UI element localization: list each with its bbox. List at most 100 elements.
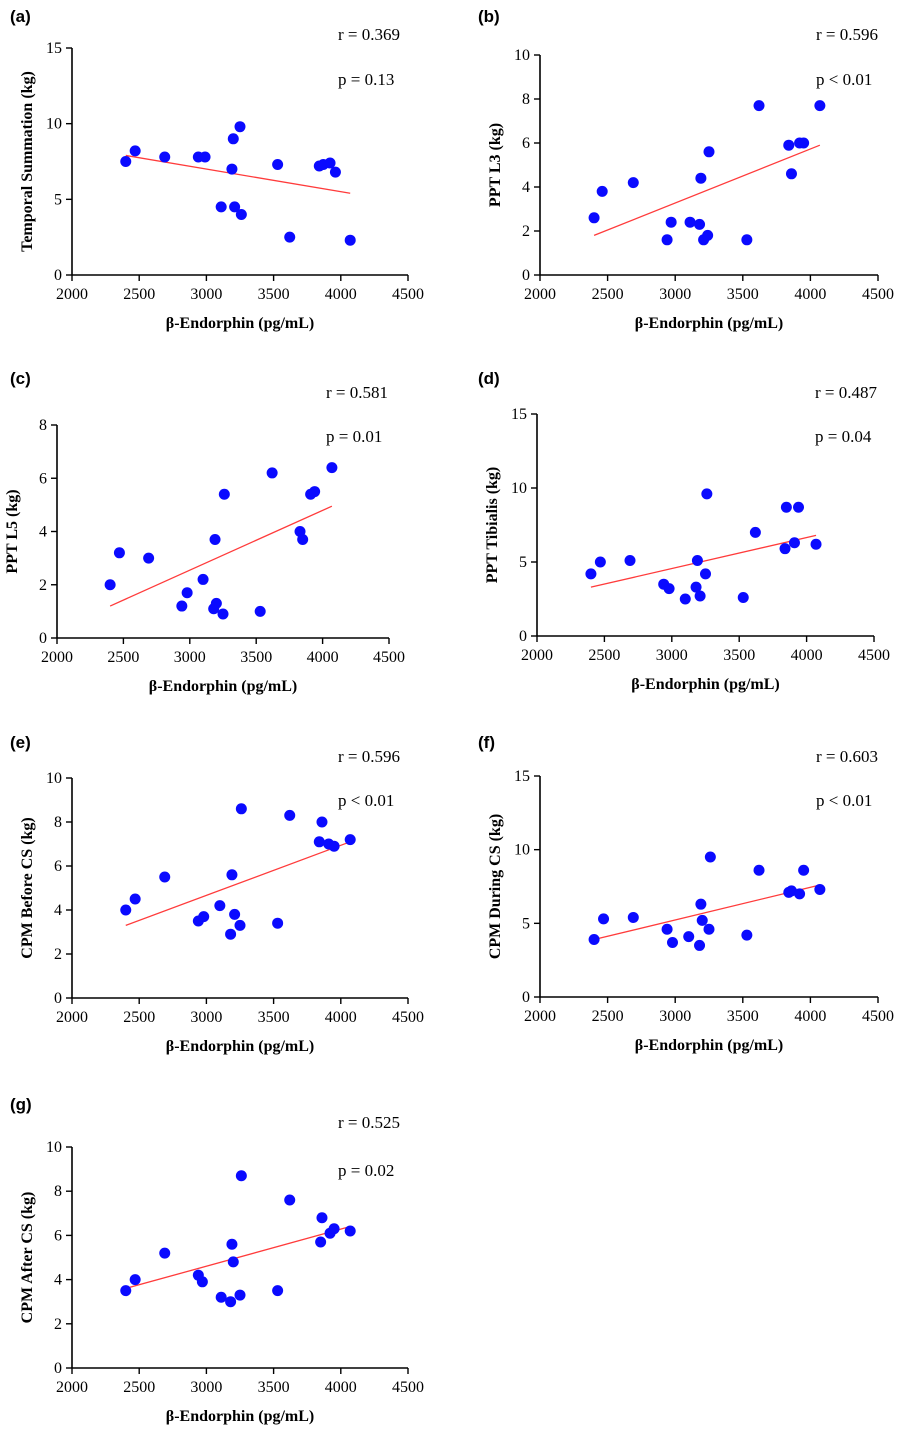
data-point bbox=[661, 234, 673, 246]
panel-b: (b) 2000 2500 3000 3500 4000 4500 0 2 4 6 8 10 β-Endo… bbox=[478, 7, 894, 332]
data-point bbox=[704, 851, 716, 863]
data-point bbox=[690, 581, 702, 593]
x-tick-label: 2000 bbox=[56, 1379, 88, 1396]
x-tick-label: 4500 bbox=[392, 286, 424, 303]
data-point bbox=[234, 919, 246, 931]
data-point bbox=[104, 579, 116, 591]
data-point bbox=[227, 1256, 239, 1268]
p-value-text: p < 0.01 bbox=[338, 791, 394, 810]
regression-line bbox=[125, 1225, 351, 1290]
data-point bbox=[753, 100, 765, 112]
data-point bbox=[326, 462, 338, 474]
y-tick-label: 0 bbox=[522, 267, 530, 284]
data-point bbox=[666, 936, 678, 948]
data-point bbox=[226, 163, 238, 175]
x-tick-label: 2500 bbox=[107, 649, 139, 666]
x-tick-label: 2500 bbox=[592, 1008, 624, 1025]
x-tick-label: 3000 bbox=[659, 1008, 691, 1025]
r-value-text: r = 0.596 bbox=[338, 747, 400, 766]
p-value-text: p < 0.01 bbox=[816, 791, 872, 810]
data-point bbox=[210, 597, 222, 609]
data-point bbox=[695, 898, 707, 910]
y-tick-label: 0 bbox=[39, 630, 47, 647]
data-point bbox=[780, 501, 792, 513]
data-point bbox=[700, 568, 711, 580]
data-point bbox=[594, 556, 606, 568]
y-axis-title: CPM During CS (kg) bbox=[487, 814, 504, 959]
x-tick-label: 3500 bbox=[727, 1008, 759, 1025]
y-tick-label: 15 bbox=[46, 40, 62, 57]
panel-label: (f) bbox=[478, 733, 495, 752]
y-axis-title: PPT L3 (kg) bbox=[487, 123, 504, 207]
p-value-text: p < 0.01 bbox=[816, 70, 872, 89]
y-tick-label: 4 bbox=[54, 1272, 62, 1289]
data-point bbox=[588, 934, 600, 946]
data-point bbox=[129, 145, 141, 157]
data-point bbox=[234, 121, 246, 133]
data-point bbox=[598, 913, 610, 925]
regression-line bbox=[590, 534, 817, 588]
data-point bbox=[129, 1274, 141, 1286]
data-point bbox=[701, 488, 713, 500]
data-point bbox=[198, 911, 210, 923]
data-point bbox=[691, 555, 703, 567]
data-point bbox=[741, 929, 753, 941]
data-point bbox=[315, 1236, 327, 1248]
data-point bbox=[624, 555, 636, 567]
x-tick-label: 2500 bbox=[588, 647, 620, 664]
x-tick-label: 4500 bbox=[858, 647, 890, 664]
data-point bbox=[696, 914, 708, 926]
data-point bbox=[328, 840, 340, 852]
p-value-text: p = 0.01 bbox=[326, 427, 382, 446]
y-tick-label: 0 bbox=[54, 1360, 62, 1377]
data-point bbox=[779, 543, 791, 555]
panel-label: (b) bbox=[478, 7, 500, 26]
y-axis-title: CPM Before CS (kg) bbox=[19, 817, 36, 958]
data-point bbox=[297, 533, 309, 545]
x-tick-label: 3000 bbox=[190, 286, 222, 303]
y-axis-title: CPM After CS (kg) bbox=[19, 1192, 36, 1324]
x-tick-label: 2000 bbox=[56, 286, 88, 303]
data-point bbox=[226, 869, 238, 881]
x-axis-title: β-Endorphin (pg/mL) bbox=[166, 1038, 314, 1055]
data-point bbox=[794, 888, 806, 900]
data-point bbox=[159, 1247, 171, 1259]
data-point bbox=[627, 911, 639, 923]
data-point bbox=[785, 168, 797, 180]
x-axis-title: β-Endorphin (pg/mL) bbox=[631, 676, 779, 693]
x-tick-label: 3000 bbox=[174, 649, 206, 666]
x-tick-label: 2500 bbox=[123, 1379, 155, 1396]
data-point bbox=[737, 592, 749, 604]
x-tick-label: 2500 bbox=[123, 1009, 155, 1026]
data-point bbox=[215, 201, 227, 213]
data-point bbox=[272, 917, 284, 929]
y-tick-label: 8 bbox=[54, 1183, 62, 1200]
data-point bbox=[143, 552, 155, 564]
x-tick-label: 4500 bbox=[392, 1009, 424, 1026]
panel-a: (a) 2000 2500 3000 3500 4000 4500 0 5 10 15 β-Endor… bbox=[10, 7, 424, 332]
data-point bbox=[313, 836, 325, 848]
data-point bbox=[344, 1225, 356, 1237]
panel-label: (c) bbox=[10, 369, 31, 388]
x-tick-label: 4500 bbox=[862, 286, 894, 303]
data-point bbox=[218, 488, 230, 500]
data-point bbox=[702, 229, 714, 241]
data-point bbox=[266, 467, 278, 479]
y-tick-label: 10 bbox=[46, 1139, 62, 1156]
data-point bbox=[217, 608, 229, 620]
data-point bbox=[229, 908, 241, 920]
data-point bbox=[229, 201, 241, 213]
y-tick-label: 10 bbox=[514, 47, 530, 64]
y-tick-label: 15 bbox=[514, 768, 530, 785]
regression-line bbox=[125, 841, 351, 927]
y-tick-label: 5 bbox=[522, 915, 530, 932]
data-point bbox=[788, 537, 800, 549]
data-point bbox=[120, 904, 132, 916]
data-point bbox=[226, 1238, 238, 1250]
data-point bbox=[814, 883, 826, 895]
data-point bbox=[661, 923, 673, 935]
y-tick-label: 15 bbox=[511, 406, 527, 423]
x-tick-label: 2000 bbox=[524, 286, 556, 303]
x-tick-label: 2500 bbox=[592, 286, 624, 303]
